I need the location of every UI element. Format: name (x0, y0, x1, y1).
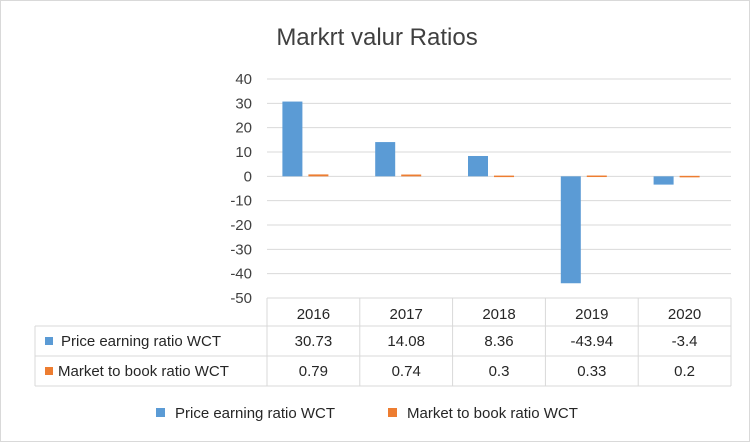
table-legend-key (45, 337, 53, 345)
data-label: 0.79 (299, 363, 328, 380)
y-tick-label: 0 (244, 168, 252, 185)
chart-title: Markrt valur Ratios (276, 24, 477, 51)
bar-price-earning-2018 (468, 155, 488, 177)
data-label: 0.74 (392, 363, 421, 380)
bar-market-to-book-2020 (679, 175, 700, 178)
y-tick-label: -20 (230, 217, 252, 234)
bar-market-to-book-2018 (494, 175, 514, 178)
data-label: 14.08 (387, 333, 425, 350)
data-label: -3.4 (672, 333, 698, 350)
y-tick-label: -10 (230, 193, 252, 210)
legend-label: Market to book ratio WCT (407, 405, 578, 422)
x-tick-label: 2018 (482, 306, 515, 323)
x-tick-label: 2020 (668, 306, 701, 323)
bar-price-earning-2017 (375, 142, 396, 177)
legend: Price earning ratio WCT Market to book ra… (156, 405, 578, 422)
data-label: -43.94 (571, 333, 614, 350)
bar-price-earning-2020 (653, 176, 674, 185)
y-tick-label: -40 (230, 266, 252, 283)
y-tick-label: 10 (235, 144, 252, 161)
bar-price-earning-2019 (560, 176, 581, 284)
data-label: 30.73 (295, 333, 333, 350)
bar-price-earning-2016 (282, 101, 303, 177)
y-tick-label: -30 (230, 241, 252, 258)
bar-market-to-book-2016 (308, 174, 329, 177)
data-label: 8.36 (484, 333, 513, 350)
y-tick-label: 40 (235, 71, 252, 88)
y-tick-label: 20 (235, 120, 252, 137)
legend-label: Price earning ratio WCT (175, 405, 335, 422)
data-label: 0.3 (489, 363, 510, 380)
gridlines (267, 78, 731, 299)
legend-key (388, 408, 397, 417)
data-label: 0.2 (674, 363, 695, 380)
table-legend-key (45, 367, 53, 375)
y-tick-label: 30 (235, 95, 252, 112)
table-series-name: Price earning ratio WCT (61, 333, 221, 350)
legend-key (156, 408, 165, 417)
table-series-name: Market to book ratio WCT (58, 363, 229, 380)
bars (282, 101, 700, 284)
x-tick-label: 2017 (390, 306, 423, 323)
data-table: 2016 2017 2018 2019 2020 Price earning ratio … (34, 297, 732, 387)
y-axis-ticks: 40 30 20 10 0 -10 -20 -30 -40 -50 (230, 71, 252, 307)
bar-market-to-book-2019 (586, 175, 607, 178)
y-tick-label: -50 (230, 290, 252, 307)
x-tick-label: 2016 (297, 306, 330, 323)
data-label: 0.33 (577, 363, 606, 380)
x-tick-label: 2019 (575, 306, 608, 323)
bar-market-to-book-2017 (401, 174, 422, 177)
